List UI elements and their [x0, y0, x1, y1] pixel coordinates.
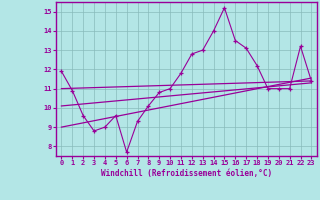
X-axis label: Windchill (Refroidissement éolien,°C): Windchill (Refroidissement éolien,°C): [101, 169, 272, 178]
